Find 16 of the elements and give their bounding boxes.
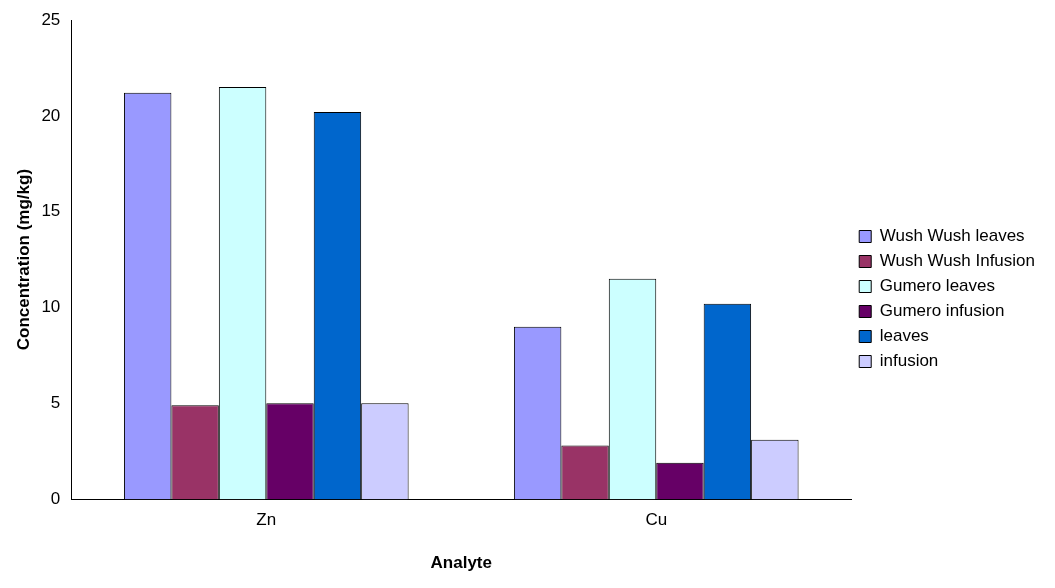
- legend-label: Wush Wush Infusion: [879, 251, 1036, 271]
- legend-label: infusion: [879, 351, 939, 371]
- legend-label: Gumero leaves: [879, 276, 995, 296]
- x-tick-label: Cu: [645, 510, 668, 530]
- legend-label: leaves: [879, 326, 929, 346]
- y-axis-title: Concentration (mg/kg): [13, 168, 33, 351]
- x-axis-title: Analyte: [430, 553, 492, 573]
- y-tick-label: 5: [50, 393, 61, 413]
- legend-label: Gumero infusion: [879, 301, 1005, 321]
- legend-label: Wush Wush leaves: [879, 226, 1025, 246]
- y-tick-label: 25: [41, 9, 61, 29]
- x-tick-label: Zn: [256, 510, 277, 530]
- y-tick-label: 10: [41, 297, 61, 317]
- y-tick-label: 20: [41, 105, 61, 125]
- y-tick-label: 0: [50, 488, 61, 508]
- y-tick-label: 15: [41, 201, 61, 221]
